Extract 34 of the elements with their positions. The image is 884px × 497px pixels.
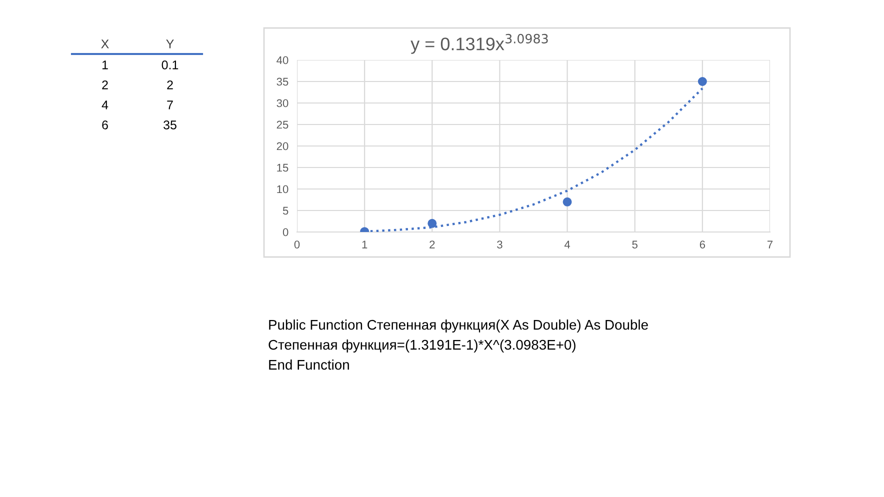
text: 6 [102,120,108,130]
text: 0.1 [162,60,178,70]
text: End Function [269,360,349,370]
text: 1 [102,60,108,70]
text: Степенная функция=(1.3191E-1)*X^(3.0983E+0) [268,340,576,352]
text: 7 [167,100,173,110]
x-tick-label: 2 [430,240,435,248]
y-tick-label: 5 [282,206,288,215]
y-tick-label: 10 [277,185,288,194]
point [698,77,707,86]
y-tick-label: 15 [277,164,288,172]
x-tick-label: 5 [632,240,638,248]
text: 4 [102,100,108,110]
x-tick-label: 4 [564,240,570,248]
y-tick-label: 35 [276,78,288,86]
x-tick-label: 6 [700,240,706,248]
y-tick-label: 40 [276,56,288,64]
text: X [101,40,109,48]
text: 35 [164,120,176,130]
text: 2 [102,80,108,90]
chart-title: y = 0.1319x$^{3.0983}$ [410,34,548,54]
y-tick-label: 0 [282,228,288,236]
x-tick-label: 7 [767,240,773,248]
x-tick-label: 0 [294,240,300,248]
y-tick-label: 20 [276,142,288,150]
y-tick-label: 25 [276,120,288,129]
x-tick-label: 3 [497,240,502,248]
text: Y [166,40,174,48]
x-tick-label: 1 [362,240,368,248]
text: 2 [167,80,173,90]
point [428,218,437,228]
y-tick-label: 30 [276,99,288,108]
text: Public Function Степенная функция(X As Double) As Double [269,320,648,332]
point [562,197,572,206]
